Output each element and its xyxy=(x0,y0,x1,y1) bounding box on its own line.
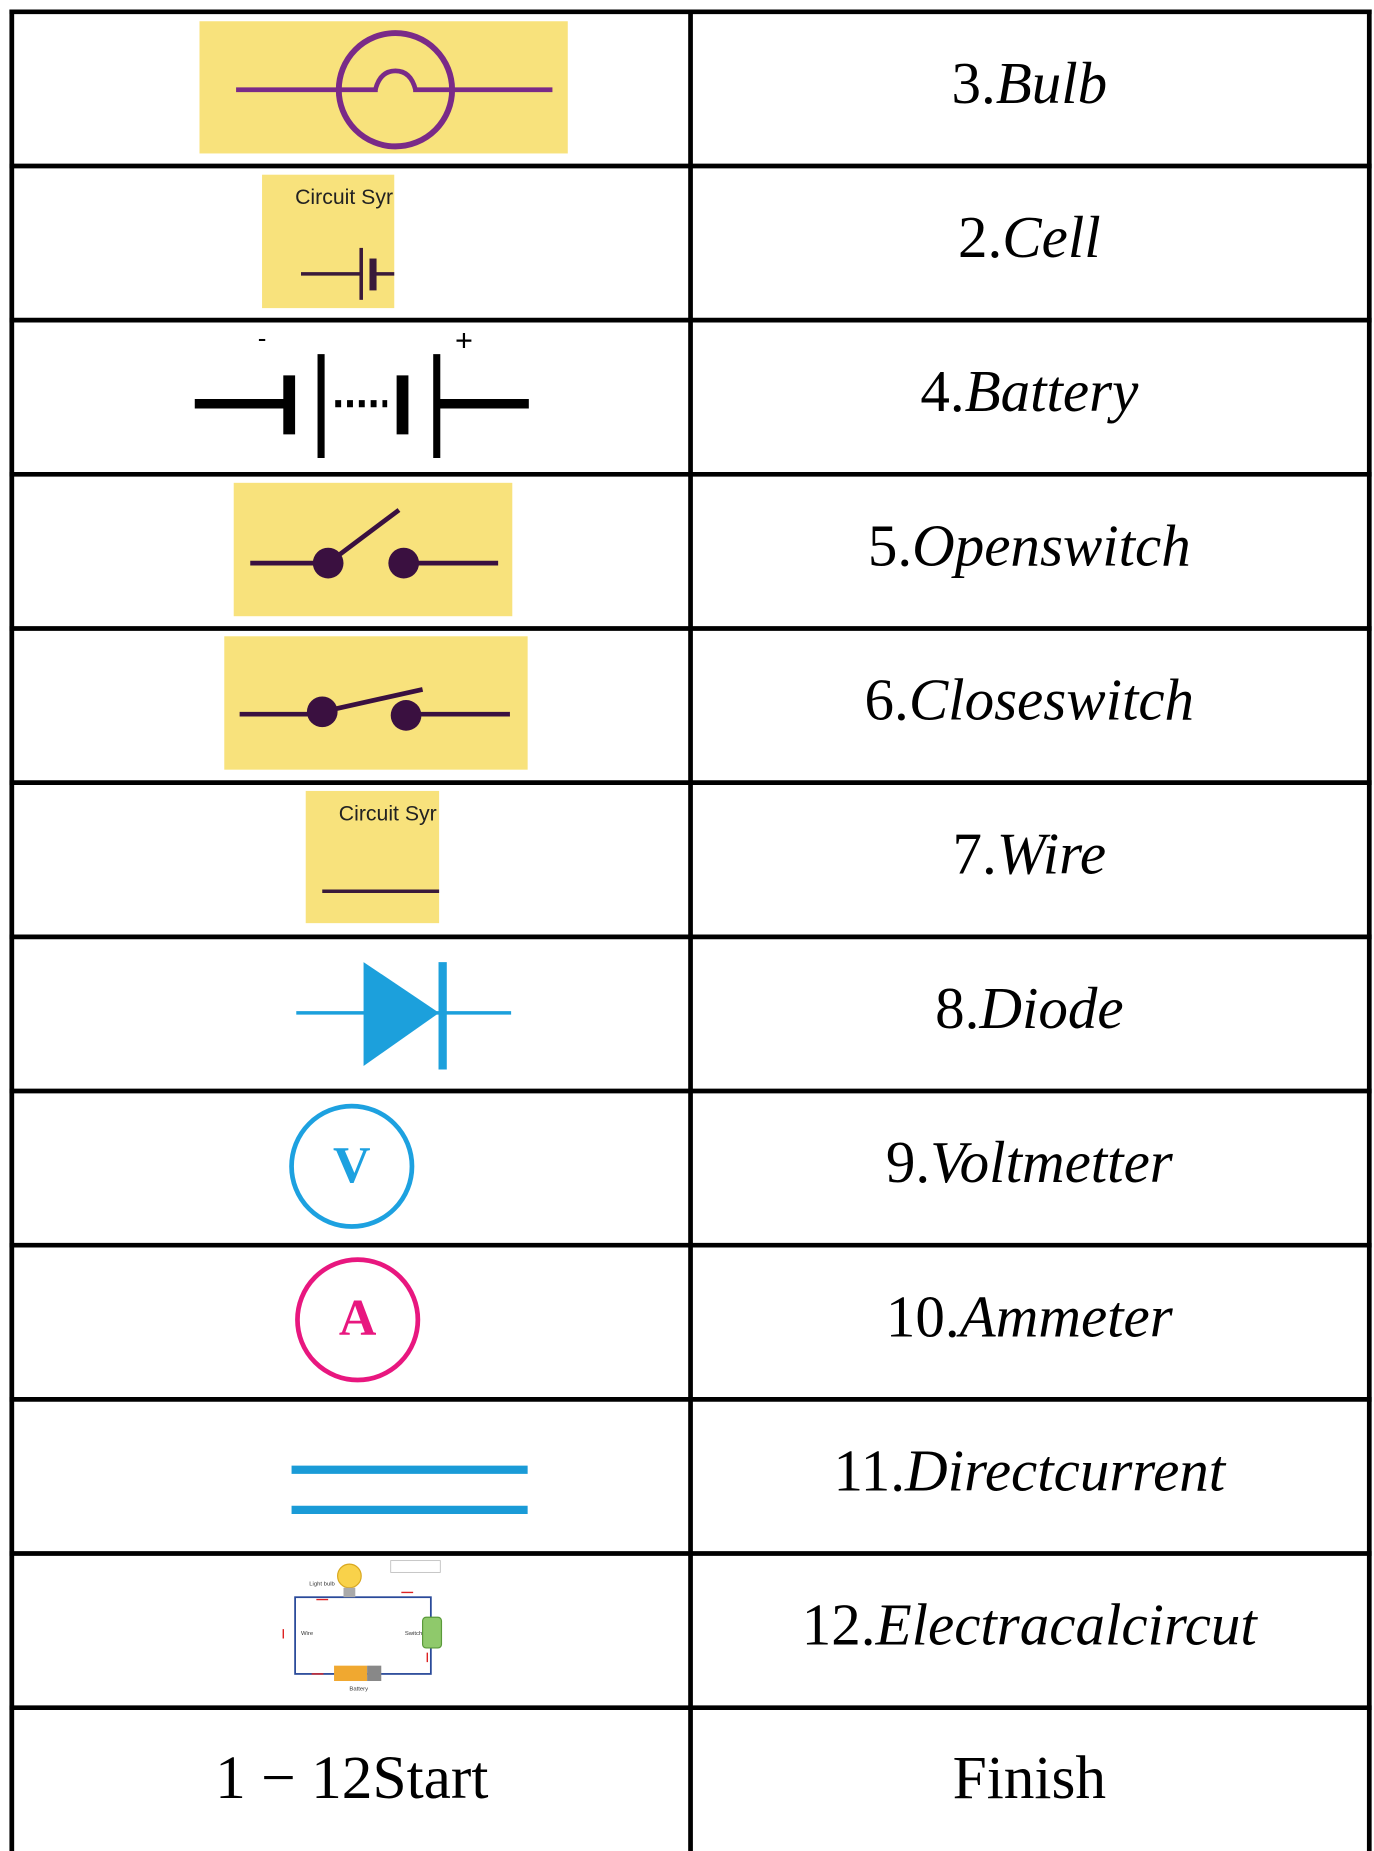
symbol-title: Closeswitch xyxy=(909,666,1194,732)
symbol-number: 2. xyxy=(958,204,1002,270)
symbol-name: 12.Electracalcircut xyxy=(802,1591,1259,1657)
symbol-caption: A xyxy=(339,1290,377,1347)
symbol-number: 10. xyxy=(886,1283,960,1349)
symbol-caption: - xyxy=(258,323,267,353)
wire-symbol: Circuit Syr xyxy=(305,790,440,924)
diode-symbol xyxy=(296,962,512,1070)
close-switch-symbol xyxy=(224,636,528,770)
symbol-caption: Battery xyxy=(349,1686,368,1692)
symbol-name: 8.Diode xyxy=(935,974,1123,1040)
symbol-caption: Wire xyxy=(301,1631,314,1637)
symbol-title: Openswitch xyxy=(912,512,1191,578)
cell-symbol: Circuit Syr xyxy=(262,174,395,309)
symbol-title: Bulb xyxy=(996,49,1107,115)
symbol-name: 5.Openswitch xyxy=(868,512,1191,578)
symbol-title: Ammeter xyxy=(956,1283,1174,1349)
symbol-number: 4. xyxy=(920,358,964,424)
symbol-title: Voltmetter xyxy=(930,1129,1174,1195)
symbol-title: Wire xyxy=(997,820,1106,886)
finish-label: Finish xyxy=(953,1744,1106,1812)
symbol-caption: Circuit Syr xyxy=(295,185,393,209)
symbol-caption: + xyxy=(455,323,473,358)
symbol-number: 5. xyxy=(868,512,912,578)
symbol-name: 4.Battery xyxy=(920,358,1139,424)
symbol-name: 3.Bulb xyxy=(951,49,1107,115)
symbol-name: 11.Directcurrent xyxy=(833,1437,1226,1503)
symbol-name: 10.Ammeter xyxy=(886,1283,1174,1349)
open-switch-symbol xyxy=(233,482,513,617)
symbol-name: 7.Wire xyxy=(953,820,1107,886)
symbol-number: 12. xyxy=(802,1591,876,1657)
symbol-number: 11. xyxy=(833,1437,905,1503)
symbol-caption: Switch xyxy=(405,1631,422,1637)
table-grid xyxy=(9,9,1372,1851)
symbol-title: Electracalcircut xyxy=(875,1591,1259,1657)
voltmeter-symbol: V xyxy=(289,1103,415,1229)
symbol-caption: V xyxy=(333,1137,370,1194)
symbol-title: Battery xyxy=(965,358,1140,424)
symbol-number: 6. xyxy=(865,666,909,732)
direct-current-symbol xyxy=(291,1465,528,1514)
symbol-number: 9. xyxy=(886,1129,930,1195)
bulb-symbol xyxy=(199,21,568,154)
symbol-number: 3. xyxy=(951,49,995,115)
symbol-title: Diode xyxy=(978,974,1123,1040)
symbol-caption: Circuit Syr xyxy=(339,801,437,825)
symbol-caption: Light bulb xyxy=(309,1581,335,1587)
ammeter-symbol: A xyxy=(295,1257,421,1383)
symbol-title: Directcurrent xyxy=(904,1437,1227,1503)
circuit-diagram: Light bulb Wire Switch Battery xyxy=(282,1560,443,1692)
symbol-name: 2.Cell xyxy=(958,204,1101,270)
symbol-number: 7. xyxy=(953,820,997,886)
battery-symbol: - + xyxy=(194,323,529,459)
start-label: 1 − 12Start xyxy=(215,1744,488,1812)
symbol-name: 6.Closeswitch xyxy=(865,666,1195,732)
symbol-title: Cell xyxy=(1002,204,1100,270)
symbol-number: 8. xyxy=(935,974,979,1040)
symbol-name: 9.Voltmetter xyxy=(886,1129,1174,1195)
